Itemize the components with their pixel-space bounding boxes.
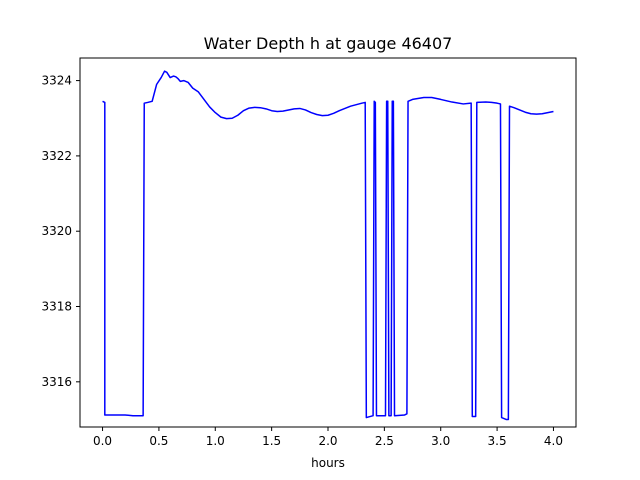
x-tick-label: 3.5 — [488, 434, 507, 448]
x-tick-label: 2.0 — [318, 434, 337, 448]
y-tick-label: 3320 — [41, 224, 72, 238]
x-tick-label: 3.0 — [431, 434, 450, 448]
chart-title: Water Depth h at gauge 46407 — [204, 34, 453, 53]
series-line-0 — [102, 70, 554, 421]
y-tick-label: 3324 — [41, 74, 72, 88]
x-tick-label: 0.0 — [93, 434, 112, 448]
x-tick-label: 1.0 — [206, 434, 225, 448]
y-tick-label: 3316 — [41, 375, 72, 389]
axes-frame — [79, 57, 577, 428]
x-tick-label: 0.5 — [149, 434, 168, 448]
axis-ticks: 0.0 0.5 1.0 1.5 2.0 2.5 3.0 3.5 4.0 3316 3318 3320 3… — [41, 74, 563, 448]
y-tick-label: 3318 — [41, 300, 72, 314]
x-axis-label: hours — [311, 456, 345, 470]
plot-area — [102, 70, 554, 421]
x-tick-label: 1.5 — [262, 434, 281, 448]
x-tick-label: 4.0 — [544, 434, 563, 448]
x-tick-label: 2.5 — [375, 434, 394, 448]
y-tick-label: 3322 — [41, 149, 72, 163]
